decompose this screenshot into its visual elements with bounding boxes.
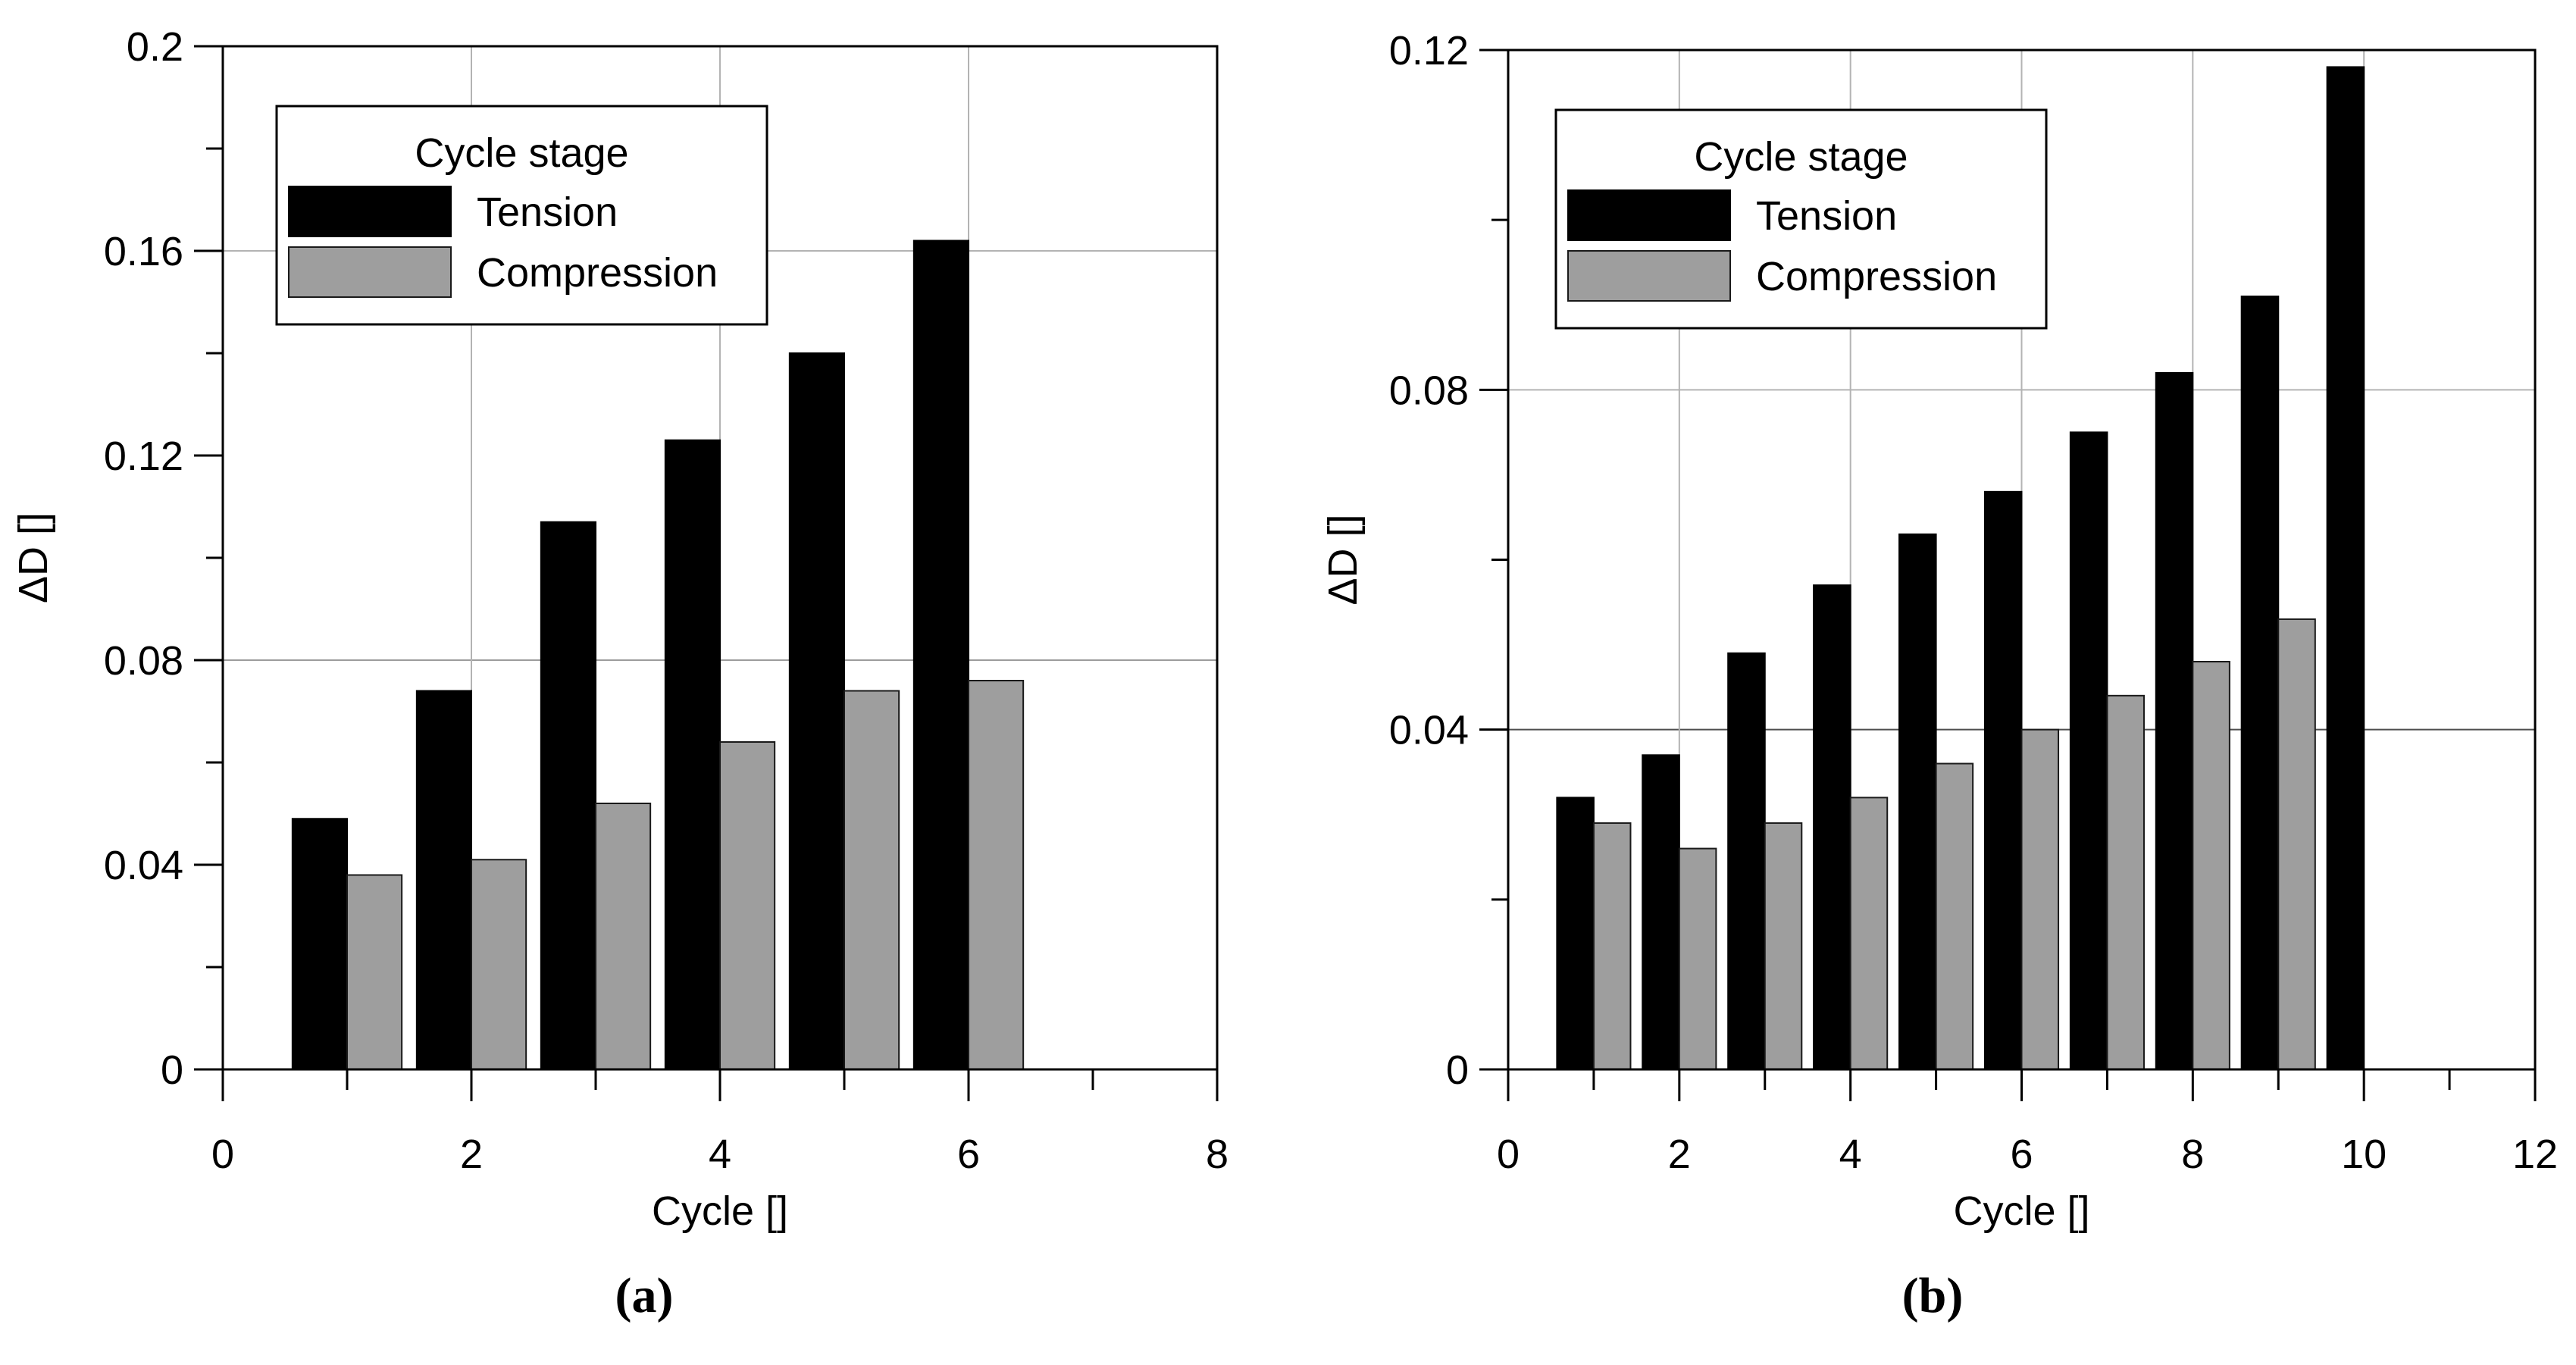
bar-tension-cycle-7 — [2069, 431, 2108, 1070]
bar-tension-cycle-10 — [2326, 66, 2365, 1071]
bar-compression-cycle-3 — [1764, 822, 1803, 1071]
bar-compression-cycle-3 — [595, 803, 652, 1070]
x-tick-label-6: 6 — [2010, 1132, 2033, 1177]
bar-compression-cycle-6 — [968, 680, 1025, 1070]
chart-a: 0 0.04 0.08 0.12 0.16 0.2 0 2 4 6 8 Cycle [] ΔD [] (a… — [11, 24, 1229, 1323]
bar-compression-cycle-2 — [1678, 847, 1717, 1071]
x-axis-title: Cycle [] — [1953, 1188, 2089, 1234]
bar-tension-cycle-1 — [1556, 797, 1595, 1071]
bar-compression-cycle-2 — [471, 859, 527, 1070]
y-tick-label-0: 0 — [161, 1047, 183, 1093]
x-tick-label-8: 8 — [2181, 1132, 2204, 1177]
bar-compression-cycle-4 — [1849, 797, 1889, 1071]
bar-compression-cycle-1 — [1592, 822, 1632, 1071]
legend-label-compression: Compression — [477, 250, 718, 296]
y-tick-label-0.04: 0.04 — [104, 843, 183, 888]
panel-label-b: (b) — [1902, 1268, 1964, 1323]
chart-b: 0 0.04 0.08 0.12 0 2 4 6 8 10 12 Cycle [] ΔD [] (b) Cy… — [1320, 28, 2558, 1323]
bar-tension-cycle-5 — [788, 352, 845, 1070]
legend-label-compression: Compression — [1756, 254, 1997, 299]
bar-compression-cycle-1 — [346, 874, 403, 1070]
legend-label-tension: Tension — [477, 189, 618, 235]
x-tick-label-4: 4 — [709, 1132, 731, 1177]
bar-tension-cycle-5 — [1898, 533, 1937, 1070]
bar-compression-cycle-9 — [2277, 618, 2316, 1070]
bar-compression-cycle-4 — [719, 741, 776, 1070]
x-tick-label-2: 2 — [1668, 1132, 1691, 1177]
y-tick-label-0.12: 0.12 — [104, 434, 183, 479]
y-tick-label-0.04: 0.04 — [1389, 708, 1469, 753]
y-axis-title: ΔD [] — [11, 512, 56, 603]
y-tick-label-0.08: 0.08 — [1389, 368, 1469, 413]
x-tick-label-4: 4 — [1839, 1132, 1862, 1177]
bar-tension-cycle-6 — [1983, 490, 2023, 1070]
bar-tension-cycle-2 — [1642, 754, 1680, 1071]
legend-title: Cycle stage — [415, 130, 628, 176]
bar-compression-cycle-7 — [2106, 694, 2145, 1070]
x-tick-label-12: 12 — [2512, 1132, 2558, 1177]
legend-swatch-tension — [1567, 189, 1731, 241]
bar-tension-cycle-9 — [2240, 296, 2280, 1070]
legend-swatch-compression — [288, 246, 452, 298]
bar-compression-cycle-5 — [1935, 762, 1974, 1070]
bar-tension-cycle-6 — [912, 240, 969, 1070]
legend-swatch-compression — [1567, 250, 1731, 302]
y-tick-label-0: 0 — [1446, 1047, 1469, 1093]
x-tick-label-0: 0 — [1497, 1132, 1520, 1177]
x-tick-label-8: 8 — [1206, 1132, 1229, 1177]
legend: Cycle stage Tension Compression — [1554, 108, 2048, 330]
x-tick-label-6: 6 — [957, 1132, 980, 1177]
y-tick-label-0.08: 0.08 — [104, 638, 183, 684]
bar-compression-cycle-8 — [2192, 661, 2230, 1070]
legend-label-tension: Tension — [1756, 193, 1897, 239]
bar-tension-cycle-2 — [415, 690, 473, 1070]
bar-tension-cycle-1 — [291, 818, 348, 1070]
y-tick-label-0.16: 0.16 — [104, 229, 183, 274]
bar-compression-cycle-5 — [844, 690, 900, 1070]
bar-tension-cycle-3 — [1727, 652, 1766, 1070]
legend: Cycle stage Tension Compression — [275, 105, 768, 326]
bar-tension-cycle-8 — [2155, 371, 2194, 1070]
x-tick-label-2: 2 — [460, 1132, 483, 1177]
bar-tension-cycle-4 — [1813, 584, 1851, 1070]
legend-swatch-tension — [288, 186, 452, 237]
bar-tension-cycle-3 — [540, 521, 597, 1070]
x-axis-title: Cycle [] — [652, 1188, 788, 1234]
y-tick-label-0.12: 0.12 — [1389, 28, 1469, 74]
panel-label-a: (a) — [615, 1268, 674, 1323]
bar-compression-cycle-6 — [2020, 728, 2060, 1071]
bar-tension-cycle-4 — [664, 439, 721, 1070]
x-tick-label-0: 0 — [211, 1132, 234, 1177]
y-axis-title: ΔD [] — [1320, 514, 1366, 605]
x-tick-label-10: 10 — [2341, 1132, 2387, 1177]
legend-title: Cycle stage — [1694, 134, 1908, 180]
y-tick-label-0.2: 0.2 — [127, 24, 183, 70]
